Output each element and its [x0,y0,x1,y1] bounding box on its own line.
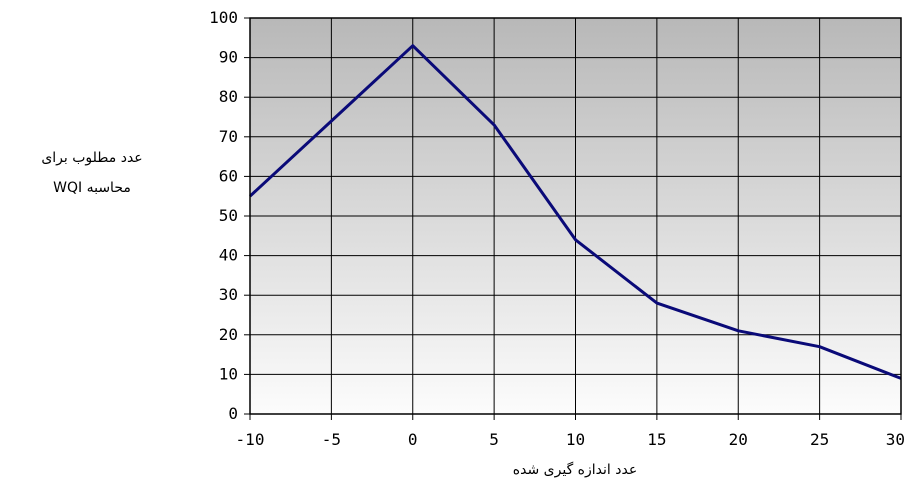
x-tick-label: 30 [886,430,905,449]
y-axis-title-line-1: عدد مطلوب برای [41,150,142,166]
x-tick-labels: -10 -5 0 5 10 15 20 25 30 [236,430,905,449]
x-tick-label: -10 [236,430,265,449]
y-tick-label: 80 [219,87,238,106]
y-tick-labels: 0 10 20 30 40 50 60 70 80 90 100 [209,8,238,423]
x-tick-label: 20 [729,430,748,449]
x-tick-label: -5 [322,430,341,449]
y-tick-label: 30 [219,285,238,304]
x-tick-label: 5 [489,430,499,449]
y-tick-label: 100 [209,8,238,27]
series-line [248,44,902,380]
y-tick-label: 20 [219,325,238,344]
y-tick-label: 10 [219,364,238,383]
y-tick-label: 60 [219,166,238,185]
y-tick-label: 0 [228,404,238,423]
y-tick-label: 50 [219,206,238,225]
y-axis-title-line-2: محاسبه WQI [53,180,131,196]
plot-border [249,17,902,415]
x-axis-title: عدد اندازه گیری شده [513,461,637,478]
y-tick-label: 40 [219,246,238,265]
x-tick-label: 10 [566,430,585,449]
y-tick-label: 90 [219,48,238,67]
x-tick-label: 15 [647,430,666,449]
y-tick-label: 70 [219,127,238,146]
x-tick-label: 25 [810,430,829,449]
x-tick-label: 0 [408,430,418,449]
